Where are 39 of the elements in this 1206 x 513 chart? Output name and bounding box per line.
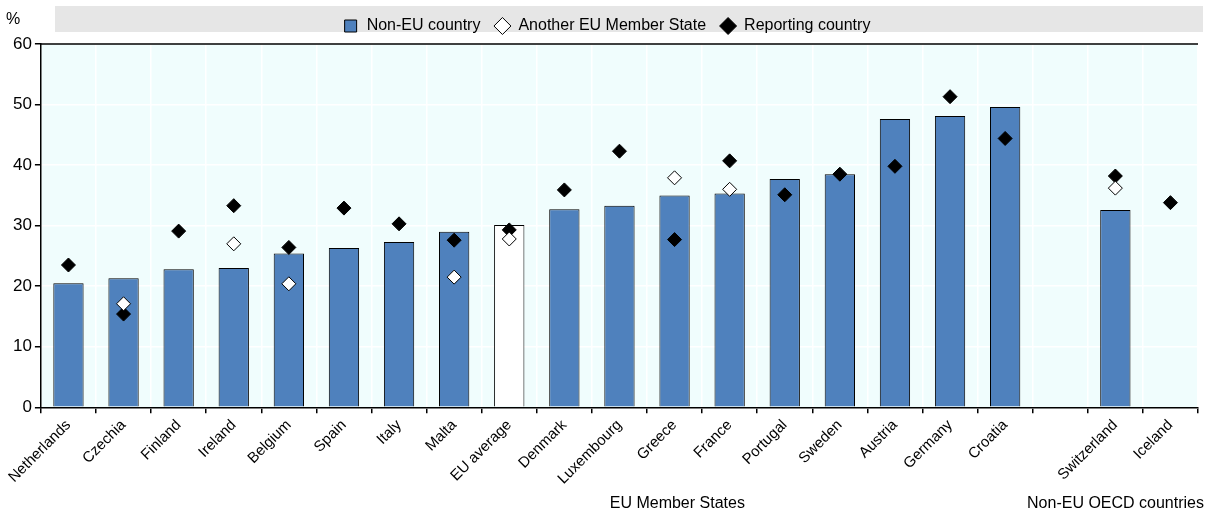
point <box>611 143 627 159</box>
point <box>942 89 958 105</box>
legend-label: Reporting country <box>744 16 871 34</box>
y-tick-label: 60 <box>12 33 32 53</box>
legend-label: Non-EU country <box>366 16 481 34</box>
y-tick-label: 0 <box>22 397 32 416</box>
point <box>281 276 297 292</box>
point <box>226 198 242 214</box>
legend-label: Another EU Member State <box>518 16 707 34</box>
y-tick-label: 10 <box>12 336 32 356</box>
y-tick-label: 50 <box>12 94 32 114</box>
point <box>832 166 848 182</box>
point <box>116 296 132 312</box>
point <box>997 130 1013 146</box>
point <box>722 153 738 169</box>
y-tick-label: 20 <box>12 275 32 295</box>
y-tick-label: 30 <box>12 215 32 235</box>
point <box>722 181 738 197</box>
point <box>336 200 352 216</box>
point <box>171 223 187 239</box>
text: Non-EU OECD countries <box>1027 494 1204 512</box>
point <box>60 257 76 273</box>
point <box>887 158 903 174</box>
y-axis-title: % <box>5 10 21 28</box>
point <box>667 232 683 248</box>
point <box>777 187 793 203</box>
point <box>446 269 462 285</box>
point <box>667 170 683 186</box>
point <box>1162 195 1178 211</box>
point <box>391 216 407 232</box>
point <box>1107 168 1123 184</box>
point <box>446 232 462 248</box>
point <box>226 236 242 252</box>
x-tick-label: Italy <box>372 415 405 448</box>
point <box>556 182 572 198</box>
text: EU Member States <box>609 494 745 512</box>
point <box>281 239 297 255</box>
y-tick-label: 40 <box>12 154 32 174</box>
point <box>1107 180 1123 196</box>
